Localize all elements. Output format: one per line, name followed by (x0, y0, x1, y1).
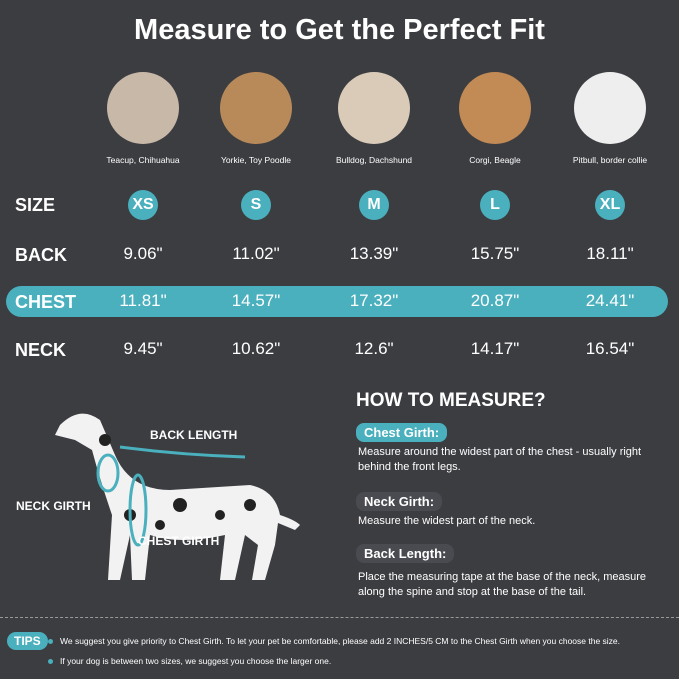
table-cell: 17.32" (349, 291, 399, 310)
table-cell: 16.54" (585, 339, 635, 358)
table-cell: 10.62" (231, 339, 281, 358)
table-cell: 12.6" (354, 339, 394, 358)
tip-item: We suggest you give priority to Chest Gi… (48, 636, 620, 646)
chest-row-highlight (6, 286, 668, 317)
breed-corgi: Corgi, Beagle (456, 72, 534, 165)
neck-label: NECK (15, 340, 67, 360)
neck-girth-desc: Measure the widest part of the neck. (358, 515, 536, 527)
neck-girth-label: NECK GIRTH (16, 499, 91, 513)
table-cell: 24.41" (585, 291, 635, 310)
breed-bulldog: Bulldog, Dachshund (335, 72, 413, 165)
size-badge: M (324, 190, 424, 220)
table-cell: 14.17" (470, 339, 520, 358)
tips-badge: TIPS (7, 632, 48, 650)
how-to-measure-heading: HOW TO MEASURE? (356, 390, 546, 411)
size-badge: L (445, 190, 545, 220)
table-cell: 11.02" (232, 244, 280, 263)
divider (0, 617, 679, 618)
chest-girth-desc: Measure around the widest part of the ch… (358, 446, 642, 473)
chest-label: CHEST (15, 292, 77, 312)
table-cell: 18.11" (586, 244, 634, 263)
neck-girth-pill: Neck Girth: (356, 492, 443, 511)
table-cell: 15.75" (470, 244, 520, 263)
chest-girth-label: CHEST GIRTH (138, 534, 220, 548)
size-4: XL (595, 190, 625, 220)
breed-pitbull: Pitbull, border collie (571, 72, 649, 165)
size-badge: XS (93, 190, 193, 220)
breed-chihuahua: Teacup, Chihuahua (104, 72, 182, 165)
size-3: L (480, 190, 510, 220)
back-length-desc: Place the measuring tape at the base of … (358, 571, 647, 598)
tip-item: If your dog is between two sizes, we sug… (48, 656, 331, 666)
table-cell: 14.57" (231, 291, 281, 310)
back-length-label: BACK LENGTH (150, 428, 238, 442)
dog-photo (459, 72, 531, 144)
chest-girth-pill: Chest Girth: (356, 423, 448, 442)
size-2: M (359, 190, 389, 220)
back-length-pill: Back Length: (356, 544, 455, 563)
table-cell: 11.81" (119, 291, 167, 310)
table-cell: 9.06" (123, 244, 163, 263)
size-1: S (241, 190, 271, 220)
dog-photo (220, 72, 292, 144)
dog-photo (574, 72, 646, 144)
table-cell: 13.39" (349, 244, 399, 263)
table-cell: 9.45" (123, 339, 163, 358)
page-title: Measure to Get the Perfect Fit (134, 14, 545, 46)
size-badge: S (206, 190, 306, 220)
dog-photo (107, 72, 179, 144)
dog-diagram (20, 395, 320, 600)
size-badge: XL (560, 190, 660, 220)
size-label: SIZE (15, 195, 56, 215)
breed-yorkie: Yorkie, Toy Poodle (217, 72, 295, 165)
dog-photo (338, 72, 410, 144)
size-0: XS (128, 190, 158, 220)
back-label: BACK (15, 245, 67, 265)
table-cell: 20.87" (470, 291, 520, 310)
